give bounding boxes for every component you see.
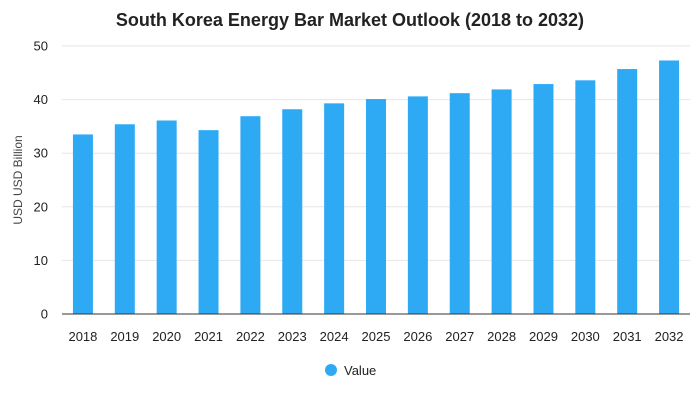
bar-2020[interactable]: [156, 120, 177, 314]
bar-2027[interactable]: [449, 93, 470, 314]
x-tick-label: 2030: [571, 329, 600, 344]
x-tick-label: 2027: [445, 329, 474, 344]
bar-2019[interactable]: [114, 124, 135, 314]
bar-2026[interactable]: [407, 96, 428, 314]
chart-title: South Korea Energy Bar Market Outlook (2…: [116, 10, 584, 30]
y-tick-label: 30: [34, 146, 48, 161]
bar-2021[interactable]: [198, 130, 219, 314]
x-tick-label: 2021: [194, 329, 223, 344]
x-tick-label: 2022: [236, 329, 265, 344]
bar-2031[interactable]: [617, 69, 638, 314]
legend-label-value: Value: [344, 363, 376, 378]
x-tick-label: 2018: [68, 329, 97, 344]
bar-2023[interactable]: [282, 109, 303, 314]
bar-2028[interactable]: [491, 89, 512, 314]
bars: [72, 60, 680, 315]
y-tick-label: 50: [34, 39, 48, 54]
bar-2022[interactable]: [240, 116, 261, 314]
x-tick-label: 2031: [613, 329, 642, 344]
bar-2032[interactable]: [659, 60, 680, 314]
x-tick-label: 2028: [487, 329, 516, 344]
y-tick-label: 10: [34, 253, 48, 268]
bar-2018[interactable]: [72, 134, 93, 314]
bar-2029[interactable]: [533, 84, 554, 314]
x-tick-label: 2032: [655, 329, 684, 344]
x-tick-label: 2019: [110, 329, 139, 344]
x-tick-label: 2020: [152, 329, 181, 344]
y-tick-label: 20: [34, 199, 48, 214]
bar-2030[interactable]: [575, 80, 596, 314]
legend[interactable]: Value: [325, 363, 376, 378]
y-tick-label: 40: [34, 92, 48, 107]
x-tick-label: 2023: [278, 329, 307, 344]
y-axis-ticks: 0 10 20 30 40 50: [34, 39, 48, 322]
bar-2025[interactable]: [366, 99, 386, 315]
legend-swatch-value: [325, 364, 337, 376]
x-axis-ticks: 2018 2019 2020 2021 2022 2023 2024 2025 2026 2027…: [68, 329, 683, 344]
x-tick-label: 2024: [320, 329, 349, 344]
x-tick-label: 2029: [529, 329, 558, 344]
y-axis-label: USD USD Billion: [11, 135, 25, 224]
x-tick-label: 2025: [362, 329, 391, 344]
bar-2024[interactable]: [324, 103, 345, 315]
x-tick-label: 2026: [403, 329, 432, 344]
y-tick-label: 0: [41, 307, 48, 322]
